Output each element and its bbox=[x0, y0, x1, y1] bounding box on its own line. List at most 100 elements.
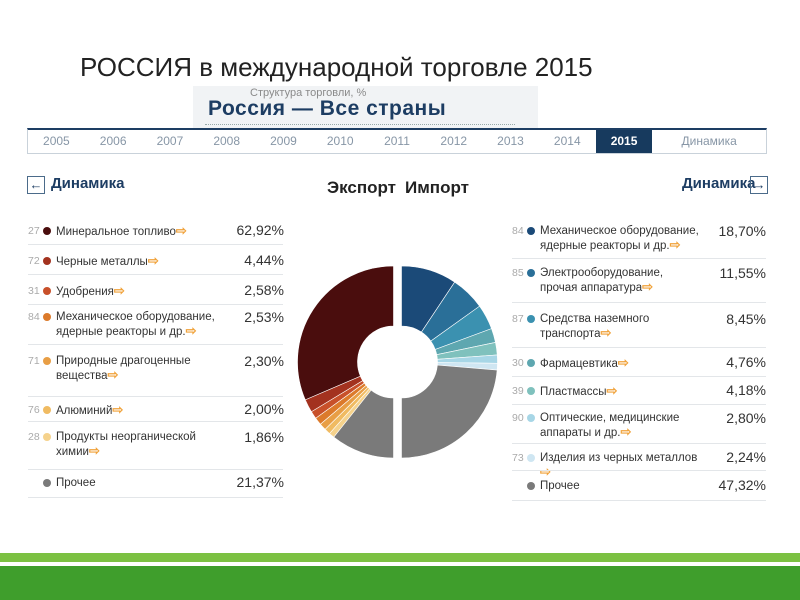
year-tab-2009[interactable]: 2009 bbox=[270, 134, 297, 148]
share-value: 2,58% bbox=[244, 282, 284, 298]
legend-label: Природные драгоценные вещества ⇨ bbox=[56, 355, 191, 382]
share-value: 2,00% bbox=[244, 401, 284, 417]
double-arrow-icon[interactable]: ⇨ bbox=[147, 253, 159, 268]
export-slice[interactable] bbox=[304, 375, 364, 413]
year-tabs: 2005 2006 2007 2008 2009 2010 2011 2012 2013 2014… bbox=[27, 128, 767, 154]
year-tab-2010[interactable]: 2010 bbox=[326, 134, 354, 148]
legend-label: Средства наземного транспорта ⇨ bbox=[540, 313, 650, 340]
double-arrow-icon[interactable]: ⇨ bbox=[540, 464, 551, 479]
legend-label: Изделия из черных металлов ⇨ bbox=[540, 452, 698, 479]
legend-label: Удобрения ⇨ bbox=[56, 283, 125, 299]
year-tab-2006[interactable]: 2006 bbox=[99, 134, 127, 148]
legend-label: Прочее bbox=[56, 477, 96, 489]
double-arrow-icon[interactable]: ⇨ bbox=[113, 283, 125, 298]
legend-swatch bbox=[527, 482, 535, 490]
left-dynamics-link[interactable]: Динамика bbox=[51, 175, 125, 192]
hs-code: 87 bbox=[512, 313, 524, 325]
legend-label: Пластмассы ⇨ bbox=[540, 383, 618, 399]
legend-swatch bbox=[527, 414, 535, 422]
hs-code: 31 bbox=[28, 285, 40, 297]
row-divider bbox=[512, 470, 766, 471]
double-arrow-icon[interactable]: ⇨ bbox=[175, 223, 187, 238]
hs-code: 30 bbox=[512, 357, 524, 369]
legend-label: Алюминий ⇨ bbox=[56, 402, 124, 418]
legend-swatch bbox=[527, 269, 535, 277]
share-value: 2,30% bbox=[244, 353, 284, 369]
hs-code: 39 bbox=[512, 385, 524, 397]
year-tab-2014[interactable]: 2014 bbox=[553, 134, 581, 148]
share-value: 2,53% bbox=[244, 309, 284, 325]
legend-swatch bbox=[43, 433, 51, 441]
double-arrow-icon[interactable]: ⇨ bbox=[617, 355, 629, 370]
share-value: 1,86% bbox=[244, 429, 284, 445]
hs-code: 72 bbox=[28, 255, 40, 267]
row-divider bbox=[28, 469, 283, 470]
import-slice[interactable] bbox=[401, 364, 498, 459]
double-arrow-icon[interactable]: ⇨ bbox=[88, 443, 100, 458]
row-divider bbox=[512, 258, 766, 259]
double-arrow-icon[interactable]: ⇨ bbox=[620, 424, 632, 439]
legend-label: Оптические, медицинские аппараты и др. ⇨ bbox=[540, 412, 680, 439]
footer-band bbox=[0, 566, 800, 600]
double-arrow-icon[interactable]: ⇨ bbox=[642, 279, 654, 294]
share-value: 47,32% bbox=[718, 477, 766, 493]
arrow-left-icon[interactable]: ← bbox=[27, 176, 45, 194]
year-tab-2013[interactable]: 2013 bbox=[497, 134, 524, 148]
hs-code: 73 bbox=[512, 452, 524, 464]
year-tab-2005[interactable]: 2005 bbox=[43, 134, 70, 148]
share-value: 8,45% bbox=[726, 311, 766, 327]
right-dynamics-link[interactable]: Динамика bbox=[682, 175, 756, 192]
row-divider bbox=[28, 396, 283, 397]
hs-code: 27 bbox=[28, 225, 40, 237]
legend-label: Электрооборудование, прочая аппаратура ⇨ bbox=[540, 267, 664, 294]
row-divider bbox=[28, 244, 283, 245]
double-arrow-icon[interactable]: ⇨ bbox=[669, 237, 681, 252]
hs-code: 28 bbox=[28, 431, 40, 443]
year-tab-2015[interactable]: 2015 bbox=[595, 130, 653, 153]
tab-dynamics[interactable]: Динамика bbox=[681, 134, 737, 148]
share-value: 18,70% bbox=[718, 223, 766, 239]
export-slice[interactable] bbox=[297, 265, 394, 401]
row-divider bbox=[28, 274, 283, 275]
share-value: 21,37% bbox=[236, 474, 284, 490]
share-value: 62,92% bbox=[236, 222, 284, 238]
arrow-right-icon[interactable]: → bbox=[750, 176, 768, 194]
legend-label: Продукты неорганической химии ⇨ bbox=[56, 431, 196, 458]
legend-swatch bbox=[43, 357, 51, 365]
year-tab-2008[interactable]: 2008 bbox=[213, 134, 241, 148]
share-value: 11,55% bbox=[719, 265, 766, 281]
double-arrow-icon[interactable]: ⇨ bbox=[606, 383, 618, 398]
double-arrow-icon[interactable]: ⇨ bbox=[185, 323, 197, 338]
legend-swatch bbox=[527, 315, 535, 323]
double-arrow-icon[interactable]: ⇨ bbox=[112, 402, 124, 417]
row-divider bbox=[512, 500, 766, 501]
row-divider bbox=[512, 404, 766, 405]
legend-label: Фармацевтика ⇨ bbox=[540, 355, 629, 371]
row-divider bbox=[512, 443, 766, 444]
row-divider bbox=[28, 497, 283, 498]
export-slice[interactable] bbox=[333, 389, 394, 459]
year-tab-2007[interactable]: 2007 bbox=[156, 134, 184, 148]
share-value: 4,18% bbox=[726, 382, 766, 398]
header-title: Россия — Все страны bbox=[208, 97, 447, 120]
legend-swatch bbox=[527, 387, 535, 395]
share-value: 4,44% bbox=[244, 252, 284, 268]
header-underline bbox=[205, 124, 515, 125]
legend-swatch bbox=[43, 406, 51, 414]
legend-swatch bbox=[527, 227, 535, 235]
trade-donut-chart bbox=[297, 265, 498, 459]
row-divider bbox=[512, 376, 766, 377]
double-arrow-icon[interactable]: ⇨ bbox=[107, 367, 119, 382]
legend-swatch bbox=[43, 227, 51, 235]
legend-label: Черные металлы ⇨ bbox=[56, 253, 159, 269]
year-tab-2012[interactable]: 2012 bbox=[440, 134, 468, 148]
row-divider bbox=[28, 344, 283, 345]
share-value: 2,24% bbox=[726, 449, 766, 465]
hs-code: 76 bbox=[28, 404, 40, 416]
year-tab-2011[interactable]: 2011 bbox=[384, 134, 410, 148]
hs-code: 85 bbox=[512, 267, 524, 279]
hs-code: 84 bbox=[512, 225, 524, 237]
double-arrow-icon[interactable]: ⇨ bbox=[600, 325, 612, 340]
row-divider bbox=[28, 421, 283, 422]
header-banner bbox=[193, 86, 538, 128]
